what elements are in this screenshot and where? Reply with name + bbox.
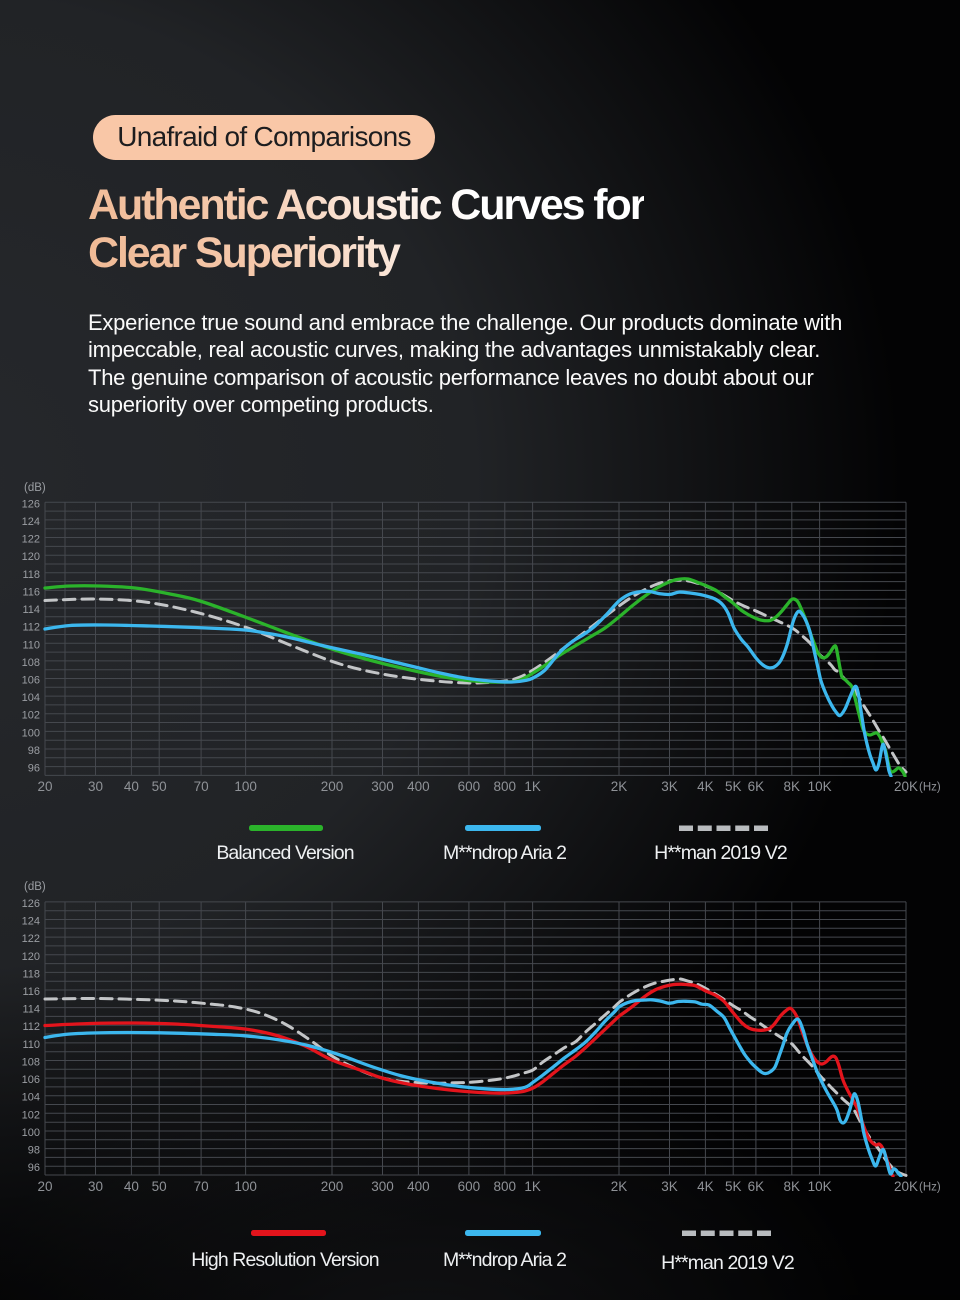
- svg-text:10K: 10K: [808, 1179, 832, 1194]
- svg-text:108: 108: [22, 1057, 40, 1069]
- svg-text:8K: 8K: [784, 1179, 801, 1194]
- svg-text:800: 800: [494, 1179, 517, 1194]
- svg-text:(dB): (dB): [24, 482, 46, 494]
- svg-text:100: 100: [22, 1127, 40, 1139]
- svg-text:98: 98: [28, 1145, 40, 1157]
- svg-text:120: 120: [22, 951, 40, 963]
- svg-text:5K: 5K: [725, 779, 742, 794]
- svg-text:116: 116: [22, 586, 40, 598]
- svg-text:30: 30: [88, 1179, 103, 1194]
- svg-text:102: 102: [22, 1109, 40, 1121]
- svg-text:400: 400: [407, 1179, 430, 1194]
- svg-text:M**ndrop Aria 2: M**ndrop Aria 2: [443, 842, 566, 864]
- svg-text:6K: 6K: [748, 779, 765, 794]
- svg-text:3K: 3K: [661, 1179, 678, 1194]
- svg-text:8K: 8K: [784, 779, 801, 794]
- svg-text:20: 20: [37, 1179, 52, 1194]
- svg-text:Balanced Version: Balanced Version: [216, 842, 353, 864]
- svg-text:20: 20: [37, 779, 52, 794]
- svg-text:H**man 2019 V2: H**man 2019 V2: [654, 842, 787, 864]
- svg-text:120: 120: [22, 551, 40, 563]
- svg-text:124: 124: [22, 516, 40, 528]
- svg-text:100: 100: [22, 727, 40, 739]
- svg-text:110: 110: [22, 639, 40, 651]
- svg-text:98: 98: [28, 745, 40, 757]
- svg-text:(Hz): (Hz): [919, 782, 941, 794]
- svg-text:70: 70: [194, 1179, 209, 1194]
- svg-text:4K: 4K: [697, 779, 714, 794]
- svg-text:116: 116: [22, 986, 40, 998]
- svg-text:2K: 2K: [611, 1179, 628, 1194]
- svg-text:102: 102: [22, 710, 40, 722]
- svg-text:1K: 1K: [524, 1179, 541, 1194]
- svg-text:108: 108: [22, 657, 40, 669]
- svg-text:96: 96: [28, 1162, 40, 1174]
- svg-text:200: 200: [321, 779, 344, 794]
- svg-text:600: 600: [458, 1179, 481, 1194]
- svg-text:124: 124: [22, 916, 40, 928]
- svg-text:112: 112: [22, 622, 40, 634]
- svg-text:126: 126: [22, 498, 40, 510]
- svg-text:40: 40: [124, 1179, 139, 1194]
- svg-text:100: 100: [234, 779, 257, 794]
- svg-text:M**ndrop Aria 2: M**ndrop Aria 2: [443, 1249, 566, 1271]
- svg-text:3K: 3K: [661, 779, 678, 794]
- svg-text:200: 200: [321, 1179, 344, 1194]
- svg-text:30: 30: [88, 779, 103, 794]
- svg-text:H**man 2019 V2: H**man 2019 V2: [661, 1252, 794, 1274]
- svg-text:20K: 20K: [894, 779, 918, 794]
- svg-text:40: 40: [124, 779, 139, 794]
- svg-text:106: 106: [22, 675, 40, 687]
- svg-text:(Hz): (Hz): [919, 1182, 941, 1194]
- svg-text:126: 126: [22, 898, 40, 910]
- svg-text:400: 400: [407, 779, 430, 794]
- svg-text:4K: 4K: [697, 1179, 714, 1194]
- svg-text:104: 104: [22, 1092, 40, 1104]
- svg-text:114: 114: [22, 1004, 40, 1016]
- svg-text:6K: 6K: [748, 1179, 765, 1194]
- svg-text:122: 122: [22, 534, 40, 546]
- svg-text:300: 300: [371, 1179, 394, 1194]
- svg-text:5K: 5K: [725, 1179, 742, 1194]
- svg-text:50: 50: [152, 779, 167, 794]
- svg-text:112: 112: [22, 1021, 40, 1033]
- svg-text:600: 600: [458, 779, 481, 794]
- svg-text:106: 106: [22, 1074, 40, 1086]
- svg-text:2K: 2K: [611, 779, 628, 794]
- svg-text:70: 70: [194, 779, 209, 794]
- svg-text:50: 50: [152, 1179, 167, 1194]
- svg-text:300: 300: [371, 779, 394, 794]
- svg-text:20K: 20K: [894, 1179, 918, 1194]
- svg-text:High Resolution Version: High Resolution Version: [191, 1249, 378, 1271]
- svg-text:122: 122: [22, 933, 40, 945]
- svg-text:800: 800: [494, 779, 517, 794]
- svg-text:(dB): (dB): [24, 881, 46, 893]
- svg-text:104: 104: [22, 692, 40, 704]
- svg-text:118: 118: [22, 569, 40, 581]
- svg-text:10K: 10K: [808, 779, 832, 794]
- svg-text:100: 100: [234, 1179, 257, 1194]
- svg-text:114: 114: [22, 604, 40, 616]
- svg-text:1K: 1K: [524, 779, 541, 794]
- svg-text:110: 110: [22, 1039, 40, 1051]
- svg-text:96: 96: [28, 763, 40, 775]
- svg-text:118: 118: [22, 968, 40, 980]
